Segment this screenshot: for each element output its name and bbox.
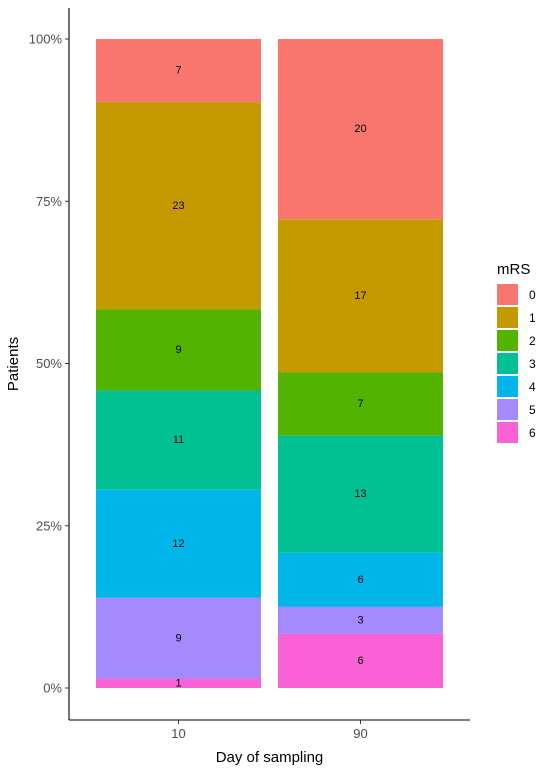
bar-segment-day-10-mrs-2 — [96, 309, 261, 391]
legend-swatch-0 — [497, 284, 518, 305]
y-ticks-layer: 0% 25% 50% 75% 100% — [29, 32, 69, 696]
segment-label-day-10-mrs-1: 23 — [172, 200, 184, 212]
legend-swatch-6 — [497, 422, 518, 443]
legend-label-0: 0 — [529, 288, 536, 302]
bar-segment-day-90-mrs-0 — [278, 39, 443, 220]
bar-segment-day-10-mrs-1 — [96, 102, 261, 310]
legend-title: mRS — [497, 261, 530, 278]
segment-label-day-10-mrs-5: 9 — [175, 632, 181, 644]
bar-segment-day-90-mrs-4 — [278, 552, 443, 607]
legend-label-6: 6 — [529, 426, 536, 440]
legend-swatch-3 — [497, 353, 518, 374]
legend: mRS 0 1 2 3 4 5 6 — [497, 261, 536, 443]
legend-label-3: 3 — [529, 357, 536, 371]
legend-swatch-4 — [497, 376, 518, 397]
segment-label-day-10-mrs-3: 11 — [173, 434, 184, 446]
bar-segment-day-10-mrs-5 — [96, 597, 261, 679]
legend-label-1: 1 — [529, 311, 536, 325]
y-tick-label: 75% — [36, 194, 62, 209]
x-tick-label: 10 — [171, 726, 185, 741]
legend-label-5: 5 — [529, 403, 536, 417]
legend-swatch-5 — [497, 399, 518, 420]
bar-segment-day-10-mrs-6 — [96, 678, 261, 688]
segment-label-day-10-mrs-2: 9 — [175, 344, 181, 356]
x-tick-label: 90 — [353, 726, 367, 741]
bar-segment-day-90-mrs-2 — [278, 372, 443, 436]
legend-swatch-1 — [497, 307, 518, 328]
segment-label-day-10-mrs-4: 12 — [172, 538, 184, 550]
bar-segment-day-10-mrs-4 — [96, 489, 261, 598]
segment-label-day-90-mrs-1: 17 — [354, 290, 366, 302]
y-tick-label: 25% — [36, 518, 62, 533]
segment-label-day-10-mrs-0: 7 — [175, 65, 181, 77]
bar-segment-day-90-mrs-3 — [278, 435, 443, 553]
segment-label-day-90-mrs-0: 20 — [354, 123, 366, 135]
segment-label-day-90-mrs-3: 13 — [354, 488, 366, 500]
y-tick-label: 100% — [29, 32, 63, 47]
legend-label-4: 4 — [529, 380, 536, 394]
x-axis-title: Day of sampling — [216, 749, 324, 766]
segment-label-day-90-mrs-4: 6 — [357, 574, 363, 586]
bar-segment-day-10-mrs-3 — [96, 390, 261, 490]
segment-label-day-90-mrs-2: 7 — [357, 398, 363, 410]
y-tick-label: 50% — [36, 356, 62, 371]
bar-segment-day-90-mrs-5 — [278, 606, 443, 634]
segment-label-day-90-mrs-6: 6 — [357, 655, 363, 667]
bar-segment-day-90-mrs-6 — [278, 633, 443, 688]
y-tick-label: 0% — [43, 681, 62, 696]
segment-labels-layer: 1 9 12 11 9 23 7 6 3 6 13 7 17 20 — [172, 65, 366, 690]
segment-label-day-10-mrs-6: 1 — [175, 677, 181, 689]
bar-segment-day-10-mrs-0 — [96, 39, 261, 103]
bar-segment-day-90-mrs-1 — [278, 219, 443, 373]
x-ticks-layer: 10 90 — [171, 720, 368, 741]
y-axis-title: Patients — [5, 337, 22, 391]
bars-layer — [96, 39, 443, 688]
segment-label-day-90-mrs-5: 3 — [357, 614, 363, 626]
legend-label-2: 2 — [529, 334, 536, 348]
legend-swatch-2 — [497, 330, 518, 351]
